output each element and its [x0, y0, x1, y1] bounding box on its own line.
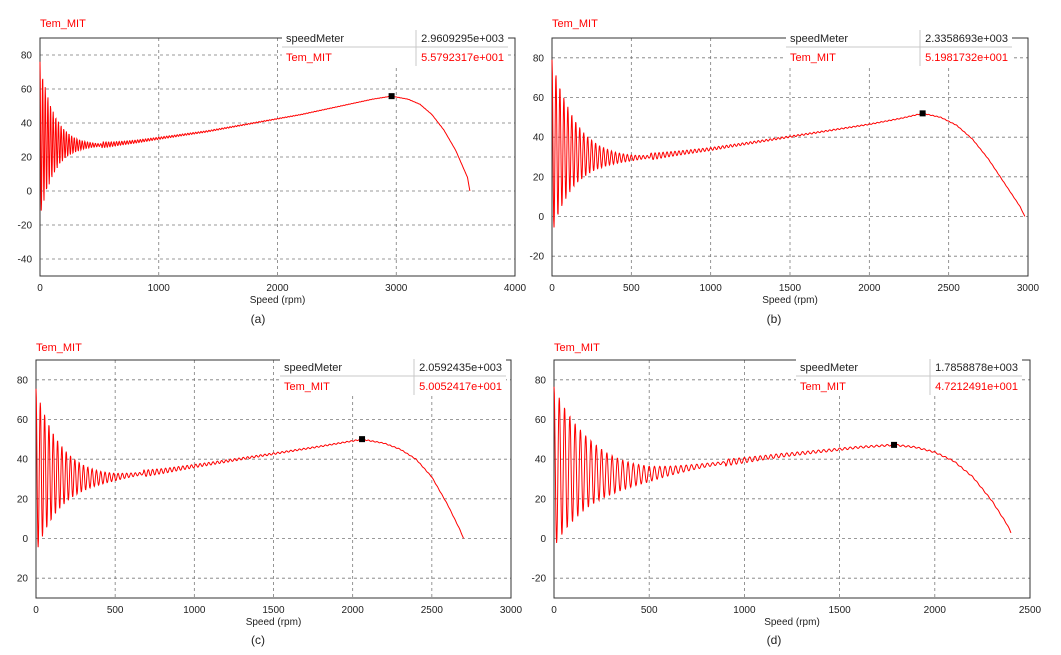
y-tick-label: 20 [535, 494, 547, 505]
x-tick-label: 0 [551, 605, 557, 616]
y-tick-label: 60 [533, 93, 545, 104]
x-axis-label: Speed (rpm) [250, 295, 306, 306]
cursor-marker[interactable] [919, 110, 926, 117]
y-tick-label: 20 [17, 574, 29, 585]
y-tick-label: 20 [17, 494, 29, 505]
x-tick-label: 3000 [1017, 283, 1040, 294]
y-tick-label: -20 [530, 252, 545, 263]
trace-name-label: Tem_MIT [554, 342, 600, 354]
x-tick-label: 3000 [500, 605, 523, 616]
plot-area: 0 500 1000 1500 2000 2500 -20 0 20 40 60 80 Speed (r… [532, 357, 1042, 628]
plot-area: 0 500 1000 1500 2000 2500 3000 -20 0 20 40 60 80 Spee… [530, 28, 1040, 306]
readout-torque-value: 4.7212491e+001 [935, 381, 1018, 393]
chart-panel-2: Tem_MIT (b) 0 500 1000 1500 2000 2500 3000 -20 0 20… [530, 0, 1061, 330]
x-tick-label: 1500 [779, 283, 802, 294]
x-tick-label: 500 [623, 283, 640, 294]
readout-torque-value: 5.5792317e+001 [421, 52, 504, 64]
y-tick-label: 60 [17, 415, 29, 426]
trace-name-label: Tem_MIT [40, 18, 86, 30]
plot-frame [35, 359, 512, 599]
figure-caption: (c) [251, 633, 265, 647]
y-tick-label: 20 [533, 172, 545, 183]
readout-speed-label: speedMeter [284, 362, 342, 374]
y-tick-label: 80 [535, 375, 547, 386]
cursor-marker[interactable] [388, 93, 395, 100]
x-tick-label: 1000 [148, 283, 171, 294]
x-tick-label: 0 [37, 283, 43, 294]
readout-speed-value: 1.7858878e+003 [935, 362, 1018, 374]
readout-torque-label: Tem_MIT [284, 381, 330, 393]
x-tick-label: 1000 [183, 605, 206, 616]
chart-panel-1: Tem_MIT (a) 0 1000 2000 3000 4000 -40 -20 0 20 40 60… [0, 0, 530, 330]
x-tick-label: 0 [33, 605, 39, 616]
y-tick-label: 20 [21, 153, 33, 164]
figure-caption: (b) [766, 312, 782, 326]
torque-speed-trace [551, 59, 1026, 228]
x-tick-label: 2000 [858, 283, 881, 294]
y-tick-label: -20 [532, 574, 547, 585]
figure-caption: (a) [250, 312, 266, 326]
torque-speed-trace [35, 388, 464, 548]
chart-panel-4: Tem_MIT (d) 0 500 1000 1500 2000 2500 -20 0 20 40 60… [530, 330, 1061, 655]
x-axis-label: Speed (rpm) [246, 617, 302, 628]
plot-frame [551, 37, 1029, 277]
y-tick-label: 40 [17, 455, 29, 466]
x-tick-label: 2500 [421, 605, 444, 616]
readout-speed-label: speedMeter [286, 33, 344, 45]
x-tick-label: 2000 [924, 605, 947, 616]
readout-torque-label: Tem_MIT [800, 381, 846, 393]
y-tick-label: 80 [21, 51, 33, 62]
readout-torque-value: 5.1981732e+001 [925, 52, 1008, 64]
x-tick-label: 2000 [266, 283, 289, 294]
y-tick-label: 40 [533, 133, 545, 144]
plot-area: 0 500 1000 1500 2000 2500 3000 20 0 20 40 60 80 Speed… [17, 357, 523, 628]
x-tick-label: 500 [641, 605, 658, 616]
y-tick-label: 0 [22, 534, 28, 545]
readout-torque-label: Tem_MIT [286, 52, 332, 64]
x-axis-label: Speed (rpm) [762, 295, 818, 306]
x-tick-label: 1500 [262, 605, 285, 616]
x-tick-label: 1000 [733, 605, 756, 616]
y-tick-label: 0 [538, 212, 544, 223]
y-tick-label: -20 [18, 221, 33, 232]
y-tick-label: 60 [21, 85, 33, 96]
y-tick-label: -40 [18, 255, 33, 266]
cursor-marker[interactable] [359, 436, 366, 443]
readout-speed-value: 2.0592435e+003 [419, 362, 502, 374]
readout-torque-value: 5.0052417e+001 [419, 381, 502, 393]
x-tick-label: 3000 [385, 283, 408, 294]
x-tick-label: 2500 [1019, 605, 1042, 616]
x-tick-label: 0 [549, 283, 555, 294]
plot-frame [553, 359, 1031, 599]
trace-name-label: Tem_MIT [552, 18, 598, 30]
x-tick-label: 2500 [938, 283, 961, 294]
plot-area: 0 1000 2000 3000 4000 -40 -20 0 20 40 60 80 Speed (r… [18, 28, 527, 306]
readout-speed-value: 2.3358693e+003 [925, 33, 1008, 45]
x-tick-label: 1000 [700, 283, 723, 294]
x-tick-label: 2000 [342, 605, 365, 616]
y-tick-label: 40 [535, 455, 547, 466]
torque-speed-trace [553, 386, 1012, 543]
y-tick-label: 0 [540, 534, 546, 545]
trace-name-label: Tem_MIT [36, 342, 82, 354]
y-tick-label: 80 [17, 375, 29, 386]
y-tick-label: 60 [535, 415, 547, 426]
y-tick-label: 0 [26, 187, 32, 198]
x-axis-label: Speed (rpm) [764, 617, 820, 628]
y-tick-label: 80 [533, 53, 545, 64]
plot-frame [39, 37, 516, 277]
figure-caption: (d) [766, 633, 782, 647]
x-tick-label: 4000 [504, 283, 527, 294]
x-tick-label: 500 [107, 605, 124, 616]
x-tick-label: 1500 [828, 605, 851, 616]
readout-speed-label: speedMeter [790, 33, 848, 45]
readout-torque-label: Tem_MIT [790, 52, 836, 64]
cursor-marker[interactable] [891, 441, 898, 448]
readout-speed-label: speedMeter [800, 362, 858, 374]
chart-panel-3: Tem_MIT (c) 0 500 1000 1500 2000 2500 3000 20 0 20 4… [0, 330, 530, 655]
torque-speed-trace [39, 61, 471, 211]
readout-speed-value: 2.9609295e+003 [421, 33, 504, 45]
y-tick-label: 40 [21, 119, 33, 130]
